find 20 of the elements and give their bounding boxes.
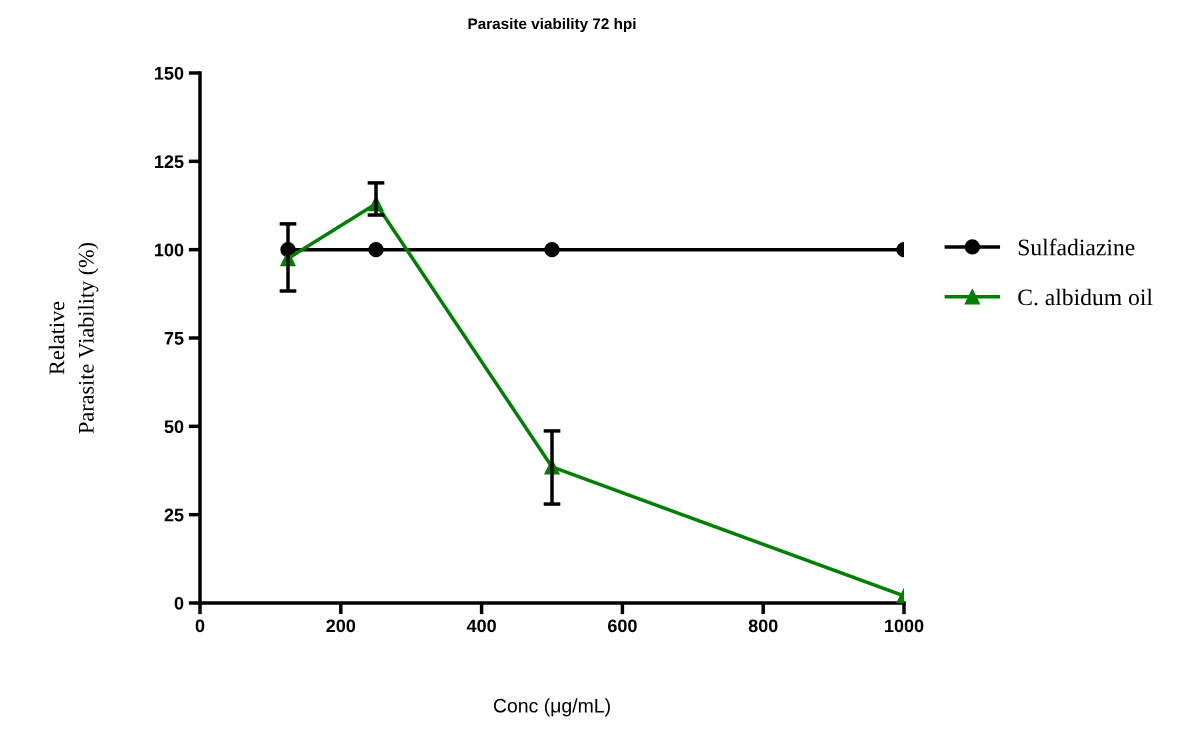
y-tick-label: 0 [174, 596, 184, 610]
x-tick-label: 600 [608, 619, 637, 633]
x-tick-label: 400 [466, 619, 496, 633]
y-tick-label: 75 [164, 332, 184, 345]
x-tick-label: 200 [326, 619, 356, 633]
legend-label: C. albidum oil [1018, 288, 1153, 306]
x-tick-label: 0 [195, 619, 205, 633]
y-tick-label: 100 [155, 243, 184, 257]
chart-title: Parasite viability 72 hpi [468, 17, 636, 33]
x-tick-label: 1000 [885, 619, 924, 633]
y-tick-label: 125 [155, 155, 184, 169]
y-tick-label: 25 [164, 508, 184, 522]
point [544, 242, 560, 258]
y-axis-title: Relative Parasite Viability (%) [48, 242, 99, 434]
legend-label: Sulfadiazine [1018, 238, 1135, 256]
y-tick-label: 150 [155, 66, 184, 80]
point [368, 242, 384, 258]
y-tick-label: 50 [164, 420, 184, 434]
x-axis-title: Conc (μg/mL) [493, 698, 610, 717]
x-tick-label: 800 [748, 619, 778, 633]
